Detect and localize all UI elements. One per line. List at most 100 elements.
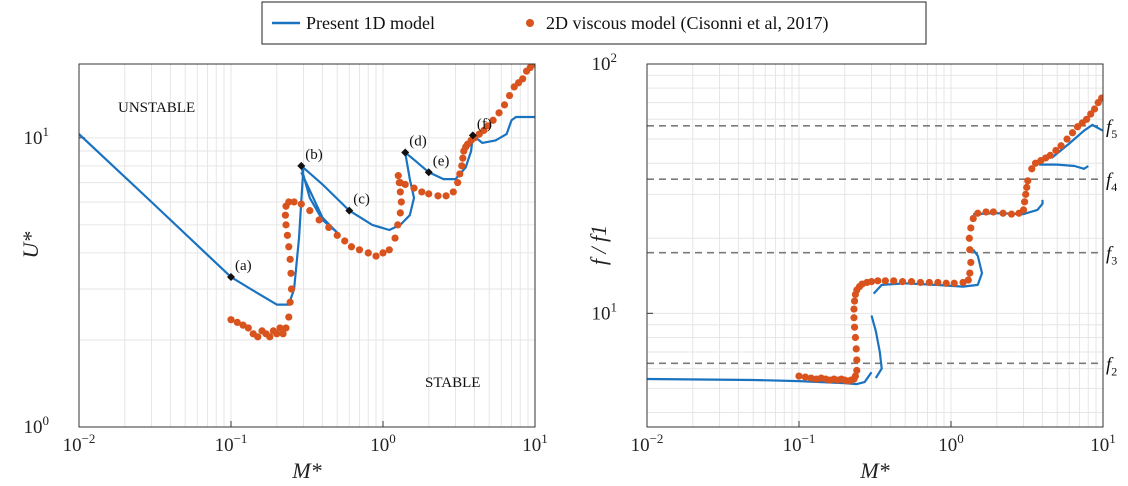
y-tick-label: 101 — [592, 299, 618, 324]
viscous-model-point — [1052, 146, 1060, 155]
viscous-model-point — [867, 278, 876, 286]
harmonic-label: f2 — [1106, 354, 1117, 378]
model-line-branch — [872, 249, 984, 295]
viscous-model-point — [505, 91, 514, 100]
viscous-model-point — [285, 313, 293, 321]
viscous-model-point — [890, 277, 898, 285]
viscous-model-point — [442, 192, 450, 200]
viscous-model-point — [285, 198, 293, 206]
viscous-model-point — [425, 190, 433, 198]
x-tick-label: 10−2 — [631, 431, 664, 456]
viscous-model-point — [850, 323, 859, 331]
left-labelled-points: (a) (b) (c) (d) (e) (f) — [227, 116, 492, 282]
legend-label-model: Present 1D model — [306, 13, 435, 33]
viscous-model-point — [282, 221, 290, 229]
viscous-model-point — [484, 122, 492, 130]
viscous-model-point — [286, 255, 294, 263]
labelled-point-marker — [227, 273, 235, 282]
viscous-model-point — [1068, 129, 1077, 137]
harmonic-label: f5 — [1106, 117, 1117, 141]
viscous-model-point — [333, 231, 341, 239]
viscous-model-point — [480, 126, 488, 135]
left-y-ticks: 100 101 — [24, 124, 85, 438]
legend-label-2d: 2D viscous model (Cisonni et al, 2017) — [546, 13, 828, 34]
viscous-model-point — [801, 373, 809, 381]
labelled-point-marker — [401, 148, 410, 157]
viscous-model-point — [950, 279, 958, 287]
viscous-model-point — [227, 316, 235, 324]
viscous-model-point — [1057, 142, 1065, 150]
legend: Present 1D model 2D viscous model (Cison… — [261, 1, 927, 45]
legend-box — [261, 1, 927, 45]
left-gridlines — [78, 64, 535, 428]
left-chart: 10−2 10−1 100 101 100 101 (a) (b) (c) (d) (e) (f)… — [18, 63, 548, 483]
labelled-point-label: (a) — [235, 258, 252, 274]
viscous-model-point — [969, 214, 977, 223]
viscous-model-point — [881, 277, 889, 285]
viscous-model-point — [449, 188, 457, 196]
viscous-model-point — [966, 269, 974, 277]
viscous-model-point — [281, 211, 290, 219]
viscous-model-point — [379, 249, 387, 257]
y-tick-label: 100 — [24, 413, 50, 438]
viscous-model-point — [965, 234, 973, 242]
model-line-branch — [404, 135, 474, 181]
viscous-model-point — [942, 279, 950, 287]
model-line-branch — [1039, 163, 1089, 170]
model-line-branch — [79, 133, 305, 306]
viscous-model-point — [285, 243, 293, 251]
viscous-model-point — [967, 258, 975, 267]
right-plot-frame — [646, 63, 1104, 428]
viscous-model-point — [500, 101, 509, 109]
viscous-model-point — [273, 330, 281, 338]
stable-label: STABLE — [425, 375, 480, 391]
viscous-model-point — [934, 278, 942, 287]
viscous-model-point — [325, 223, 333, 232]
labelled-point-label: (f) — [477, 116, 492, 132]
viscous-model-point — [925, 278, 933, 287]
labelled-point-marker — [424, 168, 433, 177]
viscous-model-point — [964, 276, 972, 284]
viscous-model-point — [287, 285, 296, 293]
viscous-model-point — [410, 184, 418, 192]
left-series — [79, 64, 535, 341]
viscous-model-point — [276, 324, 284, 332]
viscous-model-point — [244, 324, 252, 332]
viscous-model-point — [396, 188, 404, 196]
viscous-model-point — [1090, 105, 1099, 113]
viscous-model-point — [233, 318, 241, 326]
harmonic-label: f4 — [1106, 170, 1117, 194]
right-y-axis-label: f / f1 — [586, 225, 611, 265]
viscous-model-point — [1087, 110, 1095, 118]
viscous-model-point — [850, 297, 859, 305]
labelled-point-label: (e) — [433, 153, 450, 169]
viscous-model-point — [966, 246, 974, 254]
viscous-model-point — [1022, 190, 1030, 198]
x-tick-label: 10−2 — [63, 431, 96, 456]
viscous-model-point — [282, 324, 290, 332]
legend-dot-swatch — [526, 19, 534, 27]
y-tick-label: 102 — [592, 50, 618, 75]
viscous-model-point — [287, 269, 295, 277]
viscous-model-point — [418, 188, 426, 196]
viscous-model-point — [347, 243, 356, 251]
x-tick-label: 10−1 — [783, 431, 816, 456]
viscous-model-point — [306, 207, 314, 215]
viscous-model-point — [907, 278, 916, 286]
x-tick-label: 101 — [522, 431, 548, 456]
viscous-model-point — [795, 372, 803, 380]
labelled-point-label: (d) — [409, 133, 427, 149]
viscous-model-point — [459, 154, 467, 162]
viscous-model-point — [1024, 177, 1032, 185]
viscous-model-point — [489, 116, 497, 124]
viscous-model-point — [850, 314, 858, 322]
viscous-model-point — [456, 170, 464, 178]
viscous-model-point — [916, 278, 925, 287]
x-tick-label: 100 — [938, 431, 964, 456]
viscous-model-point — [394, 172, 402, 180]
viscous-model-point — [372, 252, 380, 260]
viscous-model-point — [852, 345, 860, 353]
right-reference-lines: f2 f3 f4 f5 — [647, 117, 1117, 378]
y-tick-label: 101 — [24, 124, 50, 149]
